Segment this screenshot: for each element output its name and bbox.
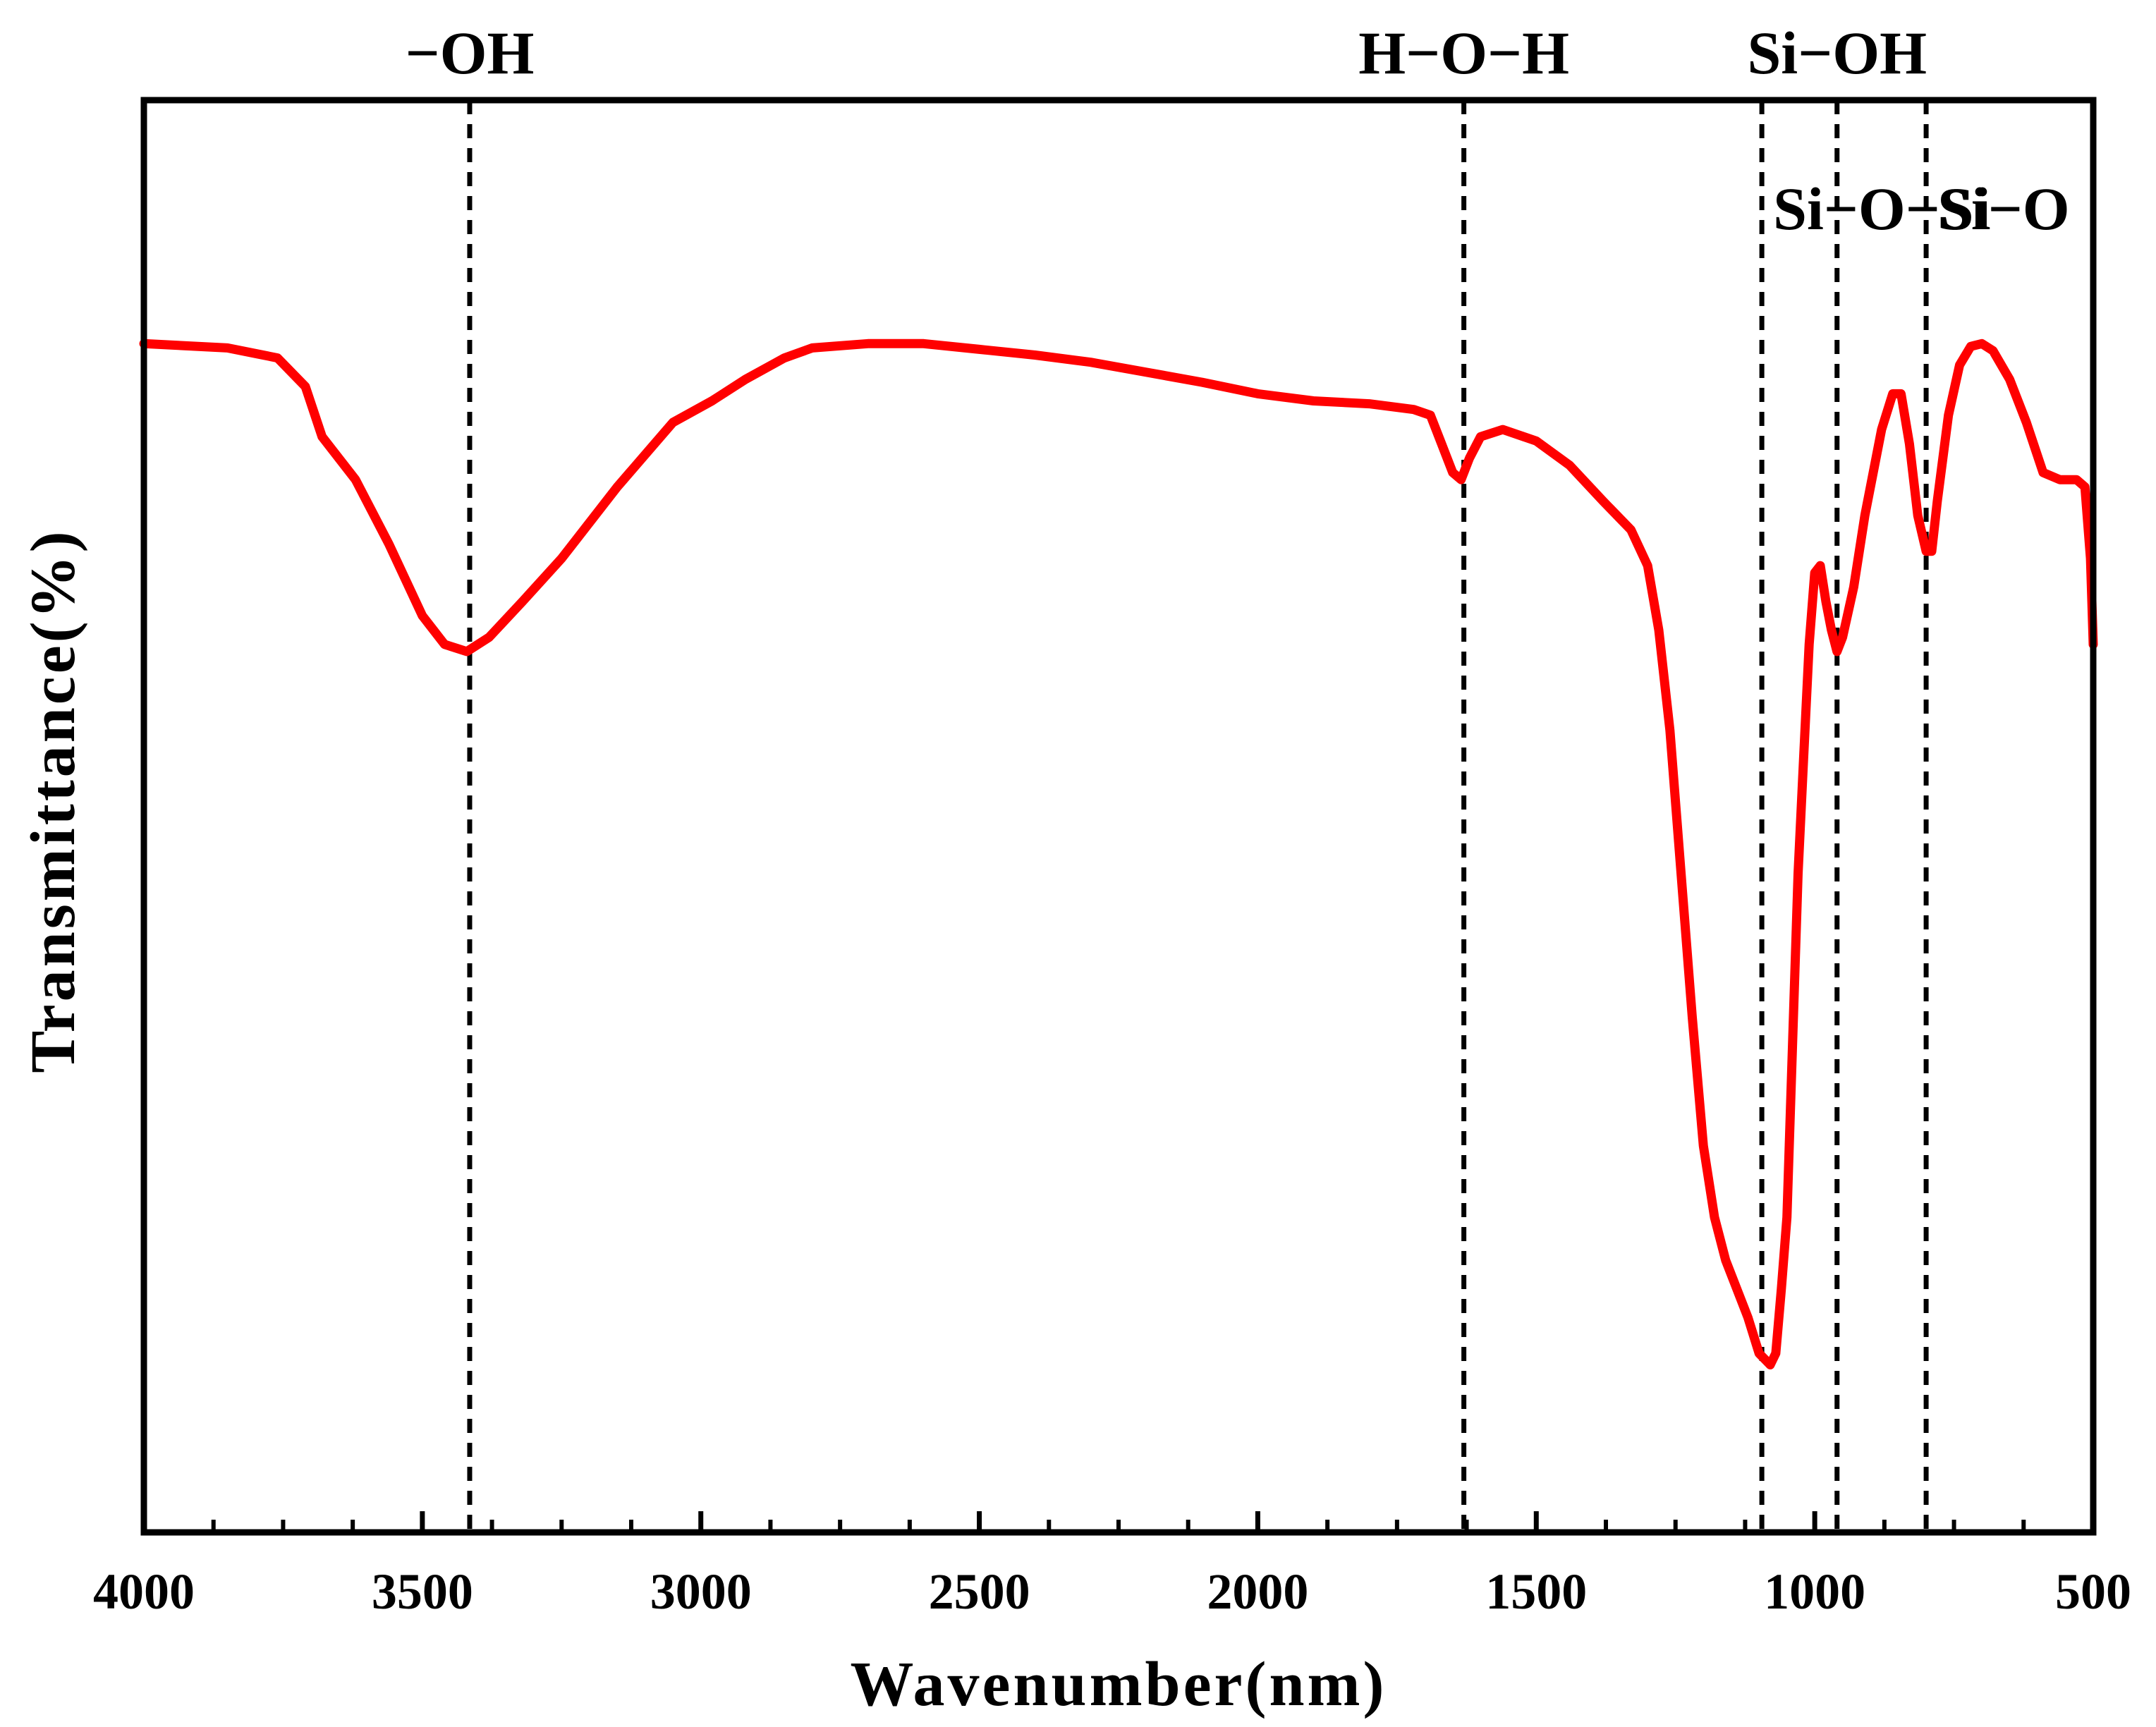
x-axis-ticks xyxy=(141,1511,2096,1532)
peak-label-1: H−O−H xyxy=(1358,19,1569,87)
peak-label-3: Si−OH xyxy=(1747,19,1927,87)
peak-label-4: Si−O xyxy=(1937,175,2070,243)
series-layer xyxy=(139,338,2098,1369)
x-tick-label: 500 xyxy=(2055,1563,2131,1620)
x-axis-tick-labels: 4000 3500 3000 2500 2000 1500 1000 500 xyxy=(93,1563,2131,1620)
peak-label-0: −OH xyxy=(406,19,535,87)
x-tick-label: 3500 xyxy=(372,1563,473,1620)
x-tick-label: 2000 xyxy=(1207,1563,1308,1620)
peak-labels: −OH H−O−H Si−O−Si Si−OH Si−O xyxy=(406,19,2070,243)
x-axis-title: Wavenumber(nm) xyxy=(851,1649,1387,1719)
reference-lines xyxy=(467,100,1929,1532)
x-tick-label: 1000 xyxy=(1764,1563,1865,1620)
y-axis-title: Transmittance(%) xyxy=(18,528,88,1073)
series-line-spectrum xyxy=(139,338,2098,1369)
x-tick-label: 1500 xyxy=(1485,1563,1587,1620)
x-tick-label: 3000 xyxy=(650,1563,752,1620)
x-tick-label: 2500 xyxy=(929,1563,1030,1620)
x-tick-label: 4000 xyxy=(93,1563,195,1620)
peak-label-2: Si−O−Si xyxy=(1773,175,1990,243)
